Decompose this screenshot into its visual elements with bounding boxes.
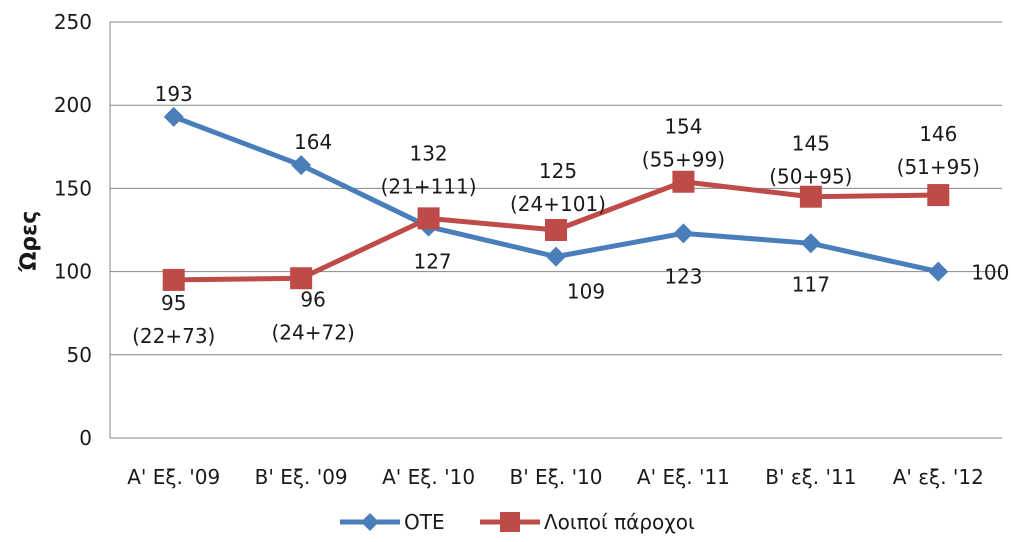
y-tick-label: 50: [67, 343, 92, 367]
data-label: (21+111): [381, 174, 477, 198]
data-label: (24+72): [272, 320, 355, 344]
y-tick-label: 0: [79, 426, 92, 450]
y-tick-label: 200: [54, 93, 92, 117]
data-point: [162, 268, 185, 291]
data-label: 154: [664, 115, 702, 139]
data-label: (55+99): [642, 148, 725, 172]
data-label: 127: [413, 250, 451, 274]
data-point: [927, 184, 950, 207]
data-label: 100: [971, 261, 1009, 285]
legend-marker: [361, 513, 379, 531]
data-point: [163, 106, 184, 127]
data-label: 132: [409, 141, 447, 165]
y-tick-label: 150: [54, 176, 92, 200]
x-tick-label: Β' εξ. '11: [765, 465, 856, 489]
legend-label: ΟΤΕ: [404, 510, 445, 534]
data-point: [545, 219, 567, 241]
legend: ΟΤΕ Λοιποί πάροχοι: [340, 510, 695, 534]
data-point: [928, 261, 949, 282]
data-point: [290, 267, 313, 290]
data-label: 164: [294, 130, 332, 154]
x-tick-label: Β' Εξ. '10: [509, 465, 602, 489]
x-tick-label: Α' εξ. '12: [893, 465, 984, 489]
data-point: [799, 185, 822, 208]
x-tick-label: Α' Εξ. '10: [382, 465, 475, 489]
y-tick-label: 100: [54, 260, 92, 284]
legend-label: Λοιποί πάροχοι: [544, 510, 695, 534]
data-label: 109: [567, 280, 605, 304]
data-point: [673, 223, 694, 244]
data-label: 123: [664, 264, 702, 288]
x-tick-label: Β' Εξ. '09: [255, 465, 348, 489]
data-point: [546, 246, 566, 267]
x-tick-label: Α' Εξ. '11: [637, 465, 730, 489]
y-tick-label: 250: [54, 10, 92, 34]
data-point: [672, 170, 695, 193]
x-axis-ticks: Α' Εξ. '09 Β' Εξ. '09 Α' Εξ. '10 Β' Εξ. '10…: [127, 465, 984, 489]
data-label: 146: [919, 122, 957, 146]
data-point: [800, 233, 821, 254]
data-labels: 193 164 127 109 123 117 100 95 (22+73) 96 (24+72) 1…: [132, 82, 1009, 348]
data-label: 117: [792, 272, 830, 296]
data-label: (24+101): [510, 192, 606, 216]
data-label: (50+95): [769, 165, 852, 189]
data-label: 125: [539, 159, 577, 183]
data-label: 96: [300, 287, 325, 311]
data-label: (22+73): [132, 324, 215, 348]
data-label: 193: [155, 82, 193, 106]
x-tick-label: Α' Εξ. '09: [127, 465, 220, 489]
gridlines: [109, 21, 1002, 439]
data-label: (51+95): [897, 155, 980, 179]
data-point: [291, 155, 312, 176]
legend-marker: [500, 512, 520, 532]
y-axis-label: Ώρες: [17, 211, 42, 273]
y-axis-ticks: 0 50 100 150 200 250: [54, 10, 92, 450]
data-label: 95: [161, 291, 186, 315]
data-label: 145: [792, 132, 830, 156]
data-point: [417, 207, 440, 230]
series-lines: [162, 106, 950, 291]
